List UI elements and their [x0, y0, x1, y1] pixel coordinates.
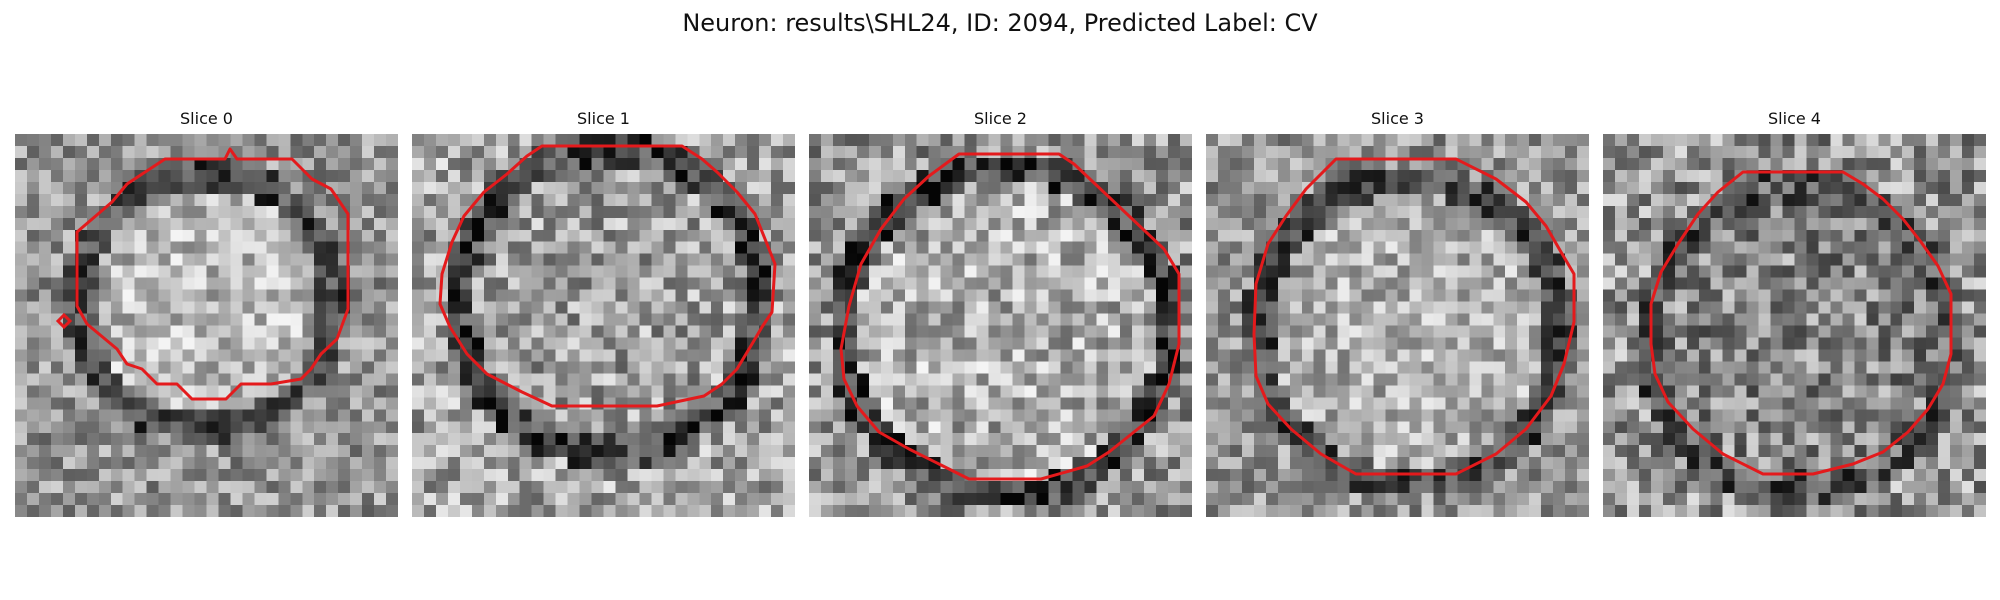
slice-1-pixels	[412, 134, 795, 517]
roi-contour-small	[55, 312, 73, 330]
slice-title-0: Slice 0	[180, 109, 233, 128]
slice-3-contour-overlay	[1252, 157, 1576, 476]
slice-panel-4: Slice 4	[1603, 108, 1986, 517]
slice-2-contour-overlay	[839, 152, 1181, 481]
slice-3-pixels	[1206, 134, 1589, 517]
slice-0-pixels	[15, 134, 398, 517]
slice-panel-2: Slice 2	[809, 108, 1192, 517]
slice-image-3	[1206, 134, 1589, 517]
slice-title-3: Slice 3	[1371, 109, 1424, 128]
slice-image-0	[15, 134, 398, 517]
roi-contour	[75, 147, 350, 401]
slice-0-contour-overlay	[55, 147, 350, 401]
slice-panel-0: Slice 0	[15, 108, 398, 517]
slice-title-2: Slice 2	[974, 109, 1027, 128]
roi-contour	[839, 152, 1181, 481]
slice-4-contour-overlay	[1649, 170, 1953, 476]
roi-contour	[438, 144, 777, 408]
slice-title-4: Slice 4	[1768, 109, 1821, 128]
slice-image-4	[1603, 134, 1986, 517]
slice-title-1: Slice 1	[577, 109, 630, 128]
roi-contour	[1649, 170, 1953, 476]
slice-2-pixels	[809, 134, 1192, 517]
figure-title: Neuron: results\SHL24, ID: 2094, Predict…	[682, 9, 1318, 37]
slice-1-contour-overlay	[438, 144, 777, 408]
slice-4-pixels	[1603, 134, 1986, 517]
slice-panel-3: Slice 3	[1206, 108, 1589, 517]
slice-panel-1: Slice 1	[412, 108, 795, 517]
slice-image-1	[412, 134, 795, 517]
slice-image-2	[809, 134, 1192, 517]
roi-contour	[1252, 157, 1576, 476]
